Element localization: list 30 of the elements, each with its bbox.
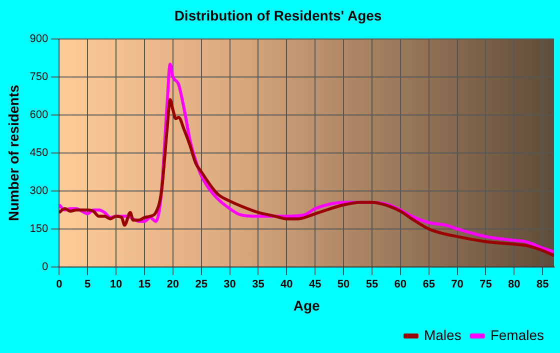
x-tick-label: 80 [508,278,520,291]
y-tick-label: 750 [30,70,48,83]
y-axis-title: Number of residents [5,84,22,221]
x-tick-label: 15 [138,278,151,291]
y-tick-label: 150 [30,223,48,235]
x-tick-label: 75 [480,278,492,291]
x-tick-label: 40 [280,278,293,291]
x-tick-label: 30 [224,278,236,291]
x-tick-label: 10 [110,278,122,291]
y-tick-label: 450 [30,146,48,159]
x-tick-label: 25 [195,278,208,291]
y-tick-label: 900 [30,32,48,45]
x-tick-label: 5 [84,278,91,291]
x-tick-label: 70 [451,278,464,291]
x-tick-label: 60 [394,278,407,291]
x-tick-label: 50 [337,278,350,291]
x-tick-label: 35 [252,278,264,291]
x-tick-label: 45 [308,278,322,291]
x-tick-label: 20 [166,278,180,291]
x-tick-label: 65 [422,278,435,291]
legend-label: Females [490,326,544,343]
x-tick-label: 55 [366,278,378,291]
x-tick-label: 0 [56,278,62,291]
chart-title: Distribution of Residents' Ages [174,7,382,24]
legend-label: Males [424,326,462,343]
x-tick-label: 85 [536,278,549,291]
x-axis-title: Age [293,297,320,314]
y-tick-label: 600 [30,108,48,121]
y-tick-label: 300 [30,184,48,197]
y-tick-label: 0 [42,261,48,274]
